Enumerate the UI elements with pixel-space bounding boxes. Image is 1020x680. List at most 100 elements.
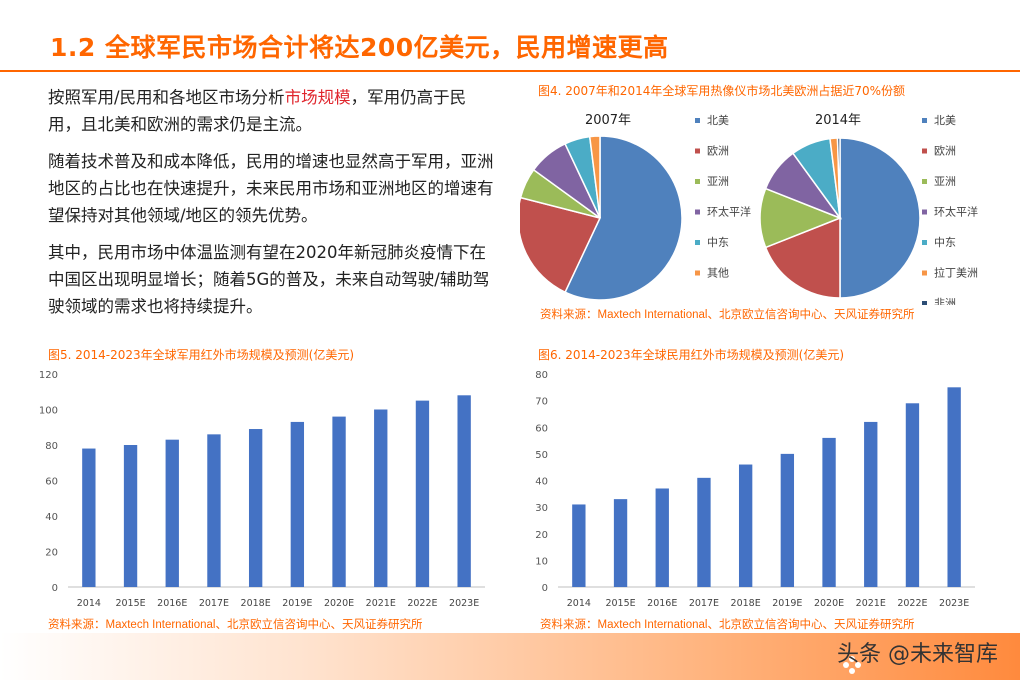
pie-2007-legend-label-1: 欧洲	[707, 145, 729, 158]
military-bar-2023E	[457, 395, 471, 587]
pie-2007-slice-0	[564, 135, 683, 301]
military-x-tick-label: 2016E	[157, 598, 187, 609]
pie-2007-legend-swatch-1	[695, 148, 700, 154]
civil-y-tick-label: 0	[542, 583, 548, 594]
pie-2007-legend-label-3: 环太平洋	[707, 205, 751, 219]
civil-bar-2021E	[864, 421, 878, 587]
civil-y-tick-label: 30	[535, 503, 548, 514]
pie-2014-legend-label-2: 亚洲	[934, 175, 956, 188]
pie-2014-legend-swatch-1	[922, 148, 927, 154]
pie-2007-legend-swatch-0	[695, 118, 700, 123]
paragraph-2: 随着技术普及和成本降低，民用的增速也显然高于军用，亚洲地区的占比也在快速提升，未…	[48, 152, 494, 225]
paragraph-1: 按照军用/民用和各地区市场分析市场规模，军用仍高于民用，且北美和欧洲的需求仍是主…	[48, 84, 496, 138]
fig6-title: 图6. 2014-2023年全球民用红外市场规模及预测(亿美元)	[538, 348, 845, 362]
pie-2014-legend-swatch-2	[922, 179, 927, 184]
military-y-tick-label: 80	[45, 441, 58, 452]
civil-y-tick-label: 70	[535, 397, 548, 408]
body-text: 按照军用/民用和各地区市场分析市场规模，军用仍高于民用，且北美和欧洲的需求仍是主…	[48, 84, 496, 330]
civil-y-tick-label: 80	[535, 370, 548, 381]
civil-bar-2014	[572, 504, 586, 587]
military-y-tick-label: 120	[39, 370, 58, 381]
pie-2007-legend-label-5: 其他	[707, 267, 729, 280]
civil-y-tick-label: 20	[535, 530, 548, 541]
pie-2014-legend-swatch-3	[922, 209, 927, 215]
civil-x-tick-label: 2014	[567, 598, 591, 609]
civil-x-tick-label: 2015E	[605, 598, 635, 609]
military-x-tick-label: 2023E	[449, 598, 479, 609]
pie-2007-legend-swatch-4	[695, 240, 700, 245]
pie-2007-title: 2007年	[585, 113, 631, 128]
civil-bar-2015E	[613, 499, 628, 587]
military-x-tick-label: 2021E	[366, 598, 396, 609]
military-bar-2020E	[332, 416, 346, 587]
slide-title: 1.2 全球军民市场合计将达200亿美元，民用增速更高	[50, 33, 669, 62]
pie-2014-legend-label-1: 欧洲	[934, 145, 956, 158]
civil-x-tick-label: 2017E	[689, 598, 719, 609]
civil-x-tick-label: 2018E	[731, 598, 761, 609]
watermark: 头条 @未来智库	[837, 642, 998, 667]
pie-2007-legend-swatch-5	[695, 270, 700, 276]
civil-bar-2019E	[780, 453, 795, 587]
pie-2007-legend-label-2: 亚洲	[707, 175, 729, 188]
military-bar-2014	[82, 448, 96, 587]
military-y-tick-label: 0	[52, 583, 58, 594]
pie-2014-legend-label-0: 北美	[934, 114, 956, 127]
civil-y-tick-label: 50	[535, 450, 548, 461]
pie-2014-slice-0	[839, 137, 921, 299]
military-bar-2015E	[123, 445, 138, 587]
civil-x-tick-label: 2016E	[647, 598, 677, 609]
military-x-tick-label: 2014	[77, 598, 101, 609]
military-y-tick-label: 100	[39, 406, 58, 417]
military-x-tick-label: 2019E	[282, 598, 312, 609]
fig4-source: 资料来源：Maxtech International、北京欧立信咨询中心、天风证…	[540, 309, 915, 321]
pie-2007-slice-1	[520, 196, 602, 294]
civil-bar-2020E	[822, 437, 836, 587]
civil-x-tick-label: 2019E	[772, 598, 802, 609]
pie-2007-legend-label-4: 中东	[707, 236, 729, 249]
pie-2014-slice-2	[759, 187, 843, 249]
tianfeng-logo-icon	[843, 656, 861, 674]
military-x-tick-label: 2018E	[241, 598, 271, 609]
civil-x-tick-label: 2020E	[814, 598, 844, 609]
civil-bar-2018E	[738, 464, 753, 587]
military-bar-2022E	[415, 400, 430, 587]
highlight-market-size: 市场规模	[284, 88, 351, 107]
paragraph-3: 其中，民用市场中体温监测有望在2020年新冠肺炎疫情下在中国区出现明显增长；随着…	[48, 243, 490, 316]
fig5-title: 图5. 2014-2023年全球军用红外市场规模及预测(亿美元)	[48, 348, 355, 362]
fig6-source: 资料来源：Maxtech International、北京欧立信咨询中心、天风证…	[540, 619, 915, 631]
civil-bar-2016E	[655, 488, 669, 587]
fig4-title: 图4. 2007年和2014年全球军用热像仪市场北美欧洲占据近70%份额	[538, 84, 906, 98]
pie-2007-slice-5	[588, 135, 601, 219]
civil-x-tick-label: 2023E	[939, 598, 969, 609]
military-bar-2017E	[207, 434, 221, 587]
military-y-tick-label: 60	[45, 477, 58, 488]
pie-2014-legend-label-4: 中东	[934, 236, 956, 249]
pie-2014-legend-label-6: 非洲	[934, 297, 956, 305]
military-x-tick-label: 2022E	[407, 598, 437, 609]
military-bar-2021E	[374, 409, 388, 587]
civil-y-tick-label: 10	[535, 556, 548, 567]
civil-x-tick-label: 2021E	[856, 598, 886, 609]
military-x-tick-label: 2017E	[199, 598, 229, 609]
paragraph-1-lead: 按照军用/民用和各地区市场分析	[48, 88, 285, 107]
paragraph-1-tail: ，军用仍高于民用，且北美和欧洲的需求仍是主流。	[48, 88, 467, 134]
pie-2007-legend-swatch-2	[695, 179, 700, 184]
military-bar-2018E	[248, 429, 263, 587]
pie-2007-legend-label-0: 北美	[707, 114, 729, 127]
pie-2014-slice-1	[764, 216, 841, 299]
military-bar-2016E	[165, 439, 179, 587]
military-bar-2019E	[290, 421, 305, 587]
title-rule	[0, 70, 1020, 72]
military-y-tick-label: 20	[45, 548, 58, 559]
pie-2007-legend-swatch-3	[695, 209, 700, 215]
civil-bar-2022E	[905, 403, 920, 587]
civil-y-tick-label: 40	[535, 477, 548, 488]
civil-x-tick-label: 2022E	[897, 598, 927, 609]
military-x-tick-label: 2015E	[115, 598, 145, 609]
civil-y-tick-label: 60	[535, 423, 548, 434]
fig5-source: 资料来源：Maxtech International、北京欧立信咨询中心、天风证…	[48, 619, 423, 631]
pie-2014-slice-6	[836, 137, 841, 219]
pie-2014-legend-swatch-4	[922, 240, 927, 245]
civil-bar-chart: 0 10 20 30 40 50 60 70 80 2014 2015E 2016E 2017E 2018…	[535, 370, 975, 609]
